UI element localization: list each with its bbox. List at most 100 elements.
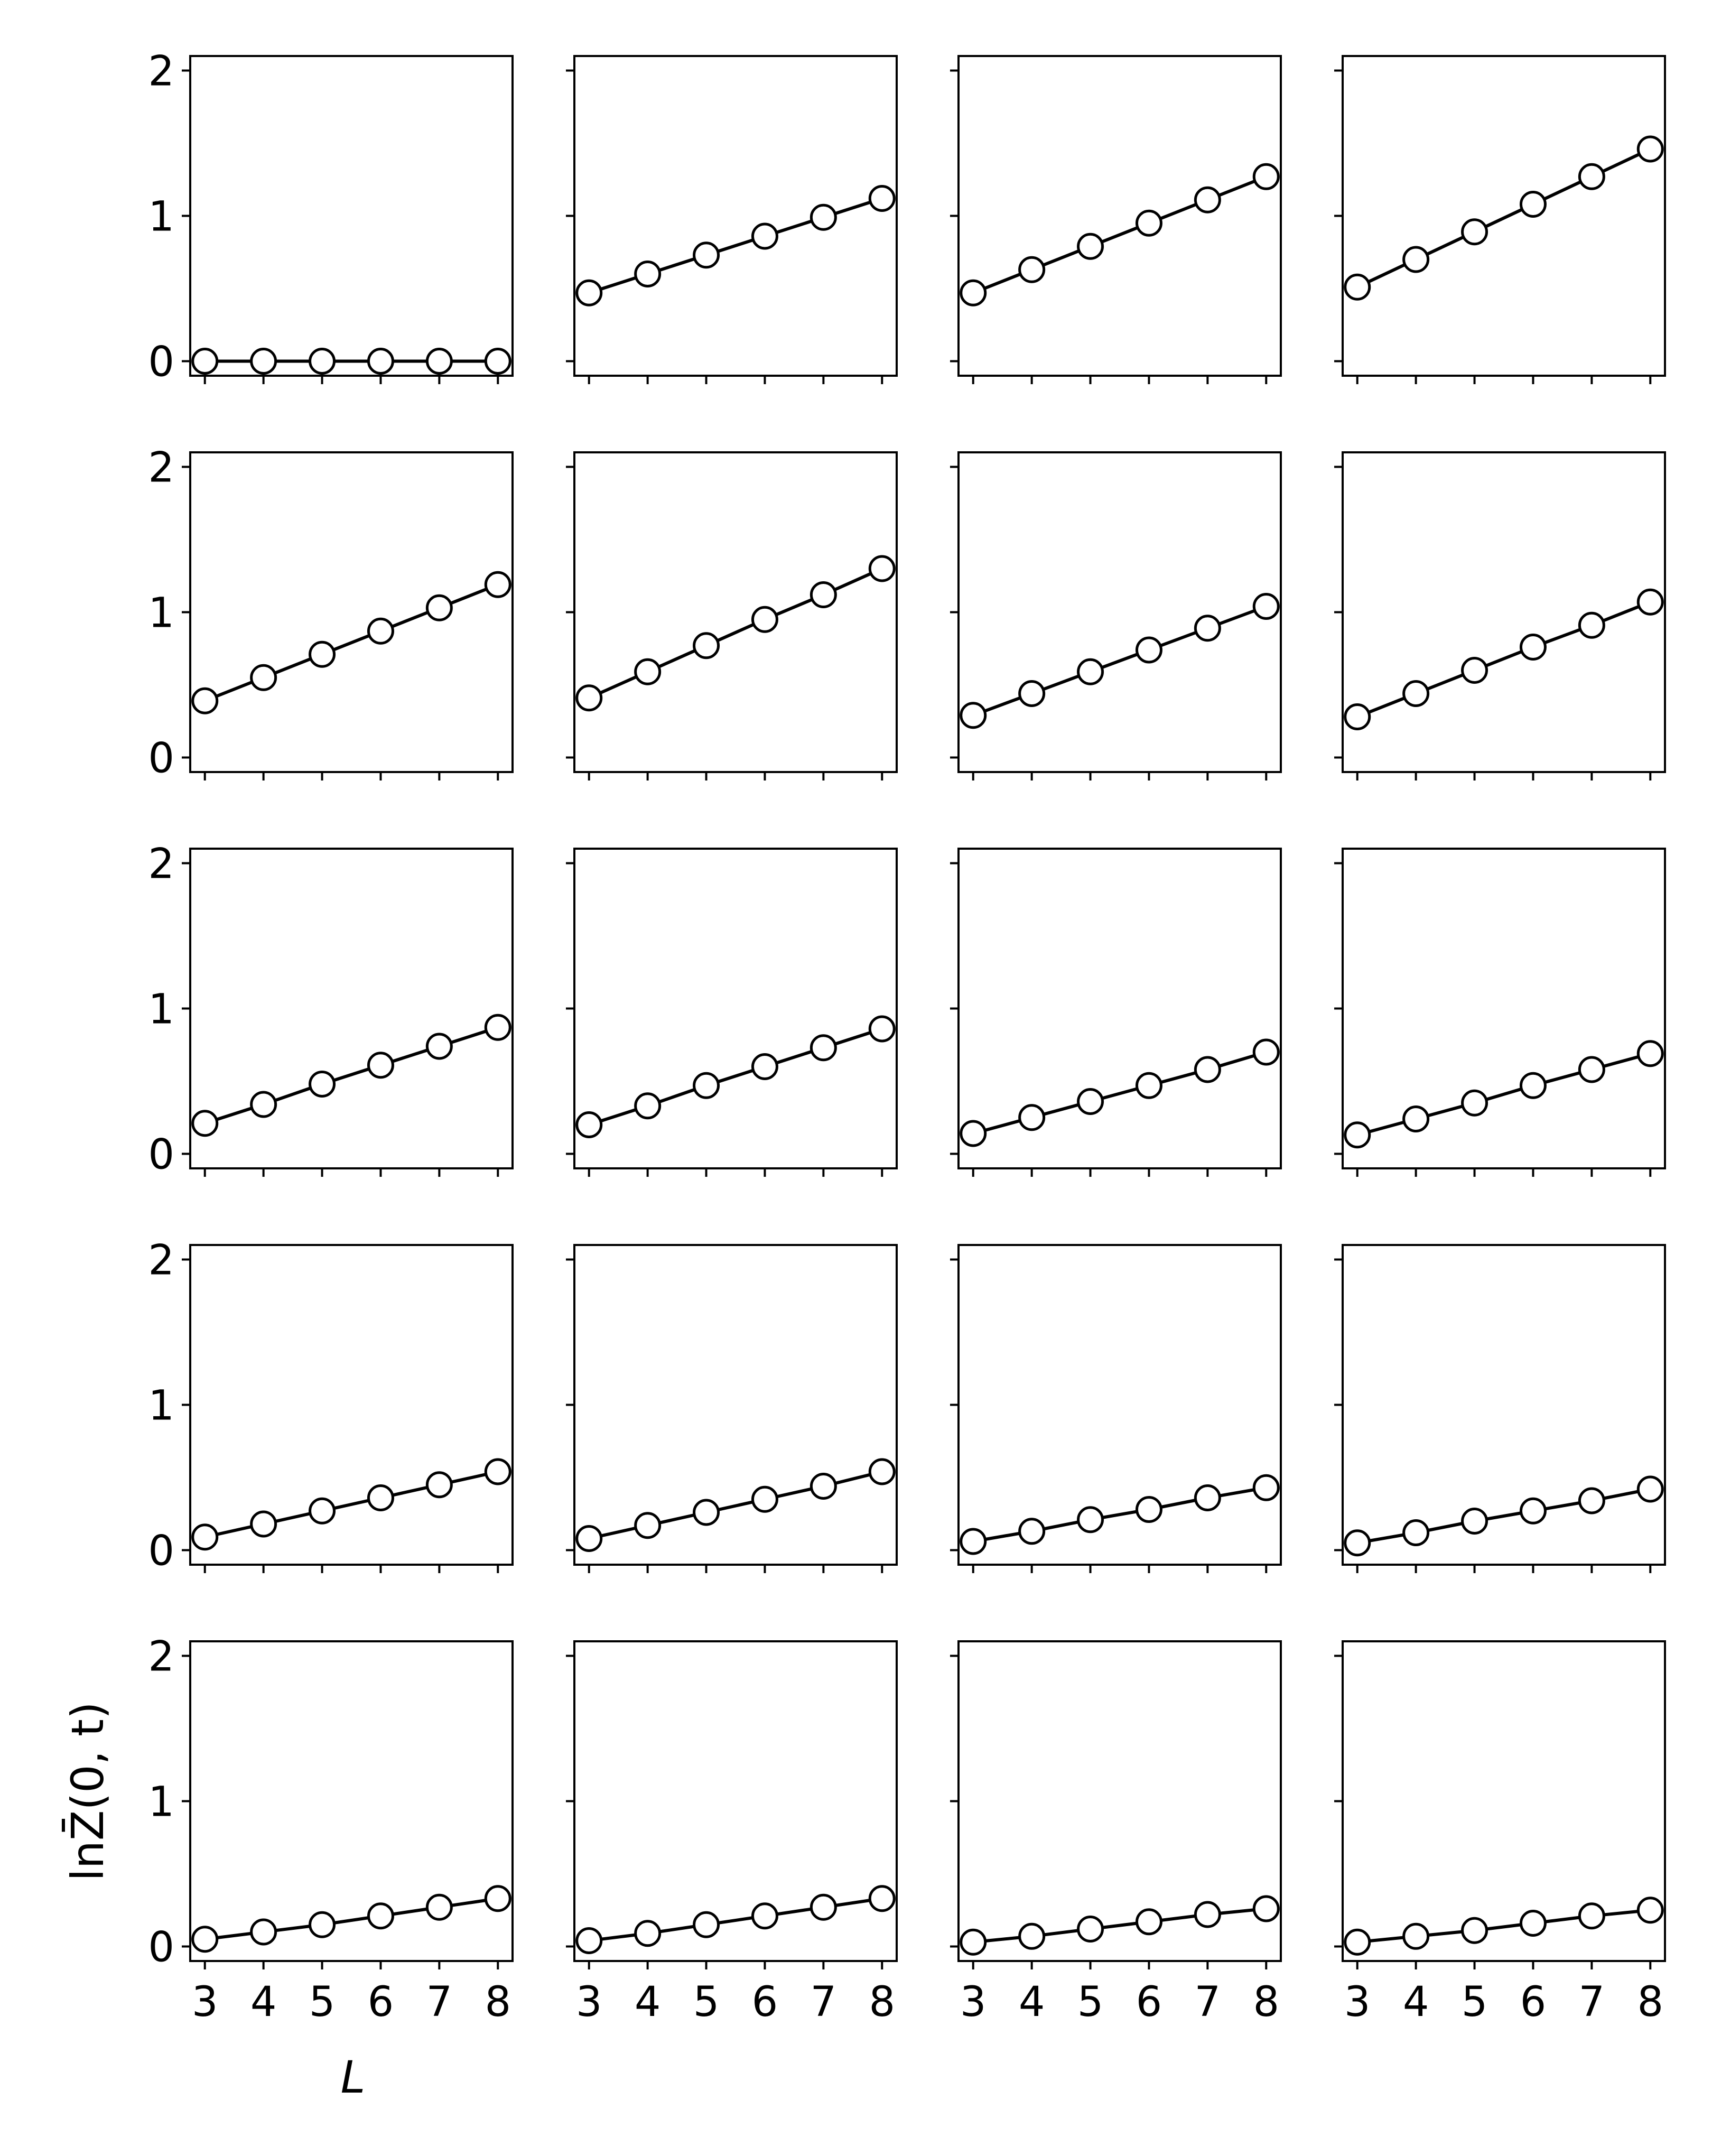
axes-frame [189, 1640, 514, 1962]
data-point [484, 1885, 511, 1912]
series-line [1356, 1052, 1651, 1137]
data-point [1077, 233, 1104, 260]
data-point [1018, 256, 1046, 283]
axes-frame [1342, 55, 1666, 377]
series-line [589, 1897, 882, 1943]
data-point [484, 571, 511, 598]
data-point [367, 617, 394, 645]
series-line [972, 175, 1267, 295]
data-point [810, 581, 837, 608]
data-point [693, 632, 720, 659]
data-point [425, 1471, 453, 1499]
series-line [588, 1027, 883, 1127]
data-point [1636, 1475, 1664, 1503]
data-point [1461, 1508, 1488, 1535]
panel-1-2 [566, 55, 898, 384]
data-point [309, 640, 336, 668]
axes-frame [957, 55, 1282, 377]
data-point [1636, 588, 1664, 616]
x-tick-label: 4 [250, 1978, 277, 2026]
x-tick-label: 7 [1579, 1978, 1605, 2026]
data-point [250, 1918, 277, 1946]
x-tick-label: 5 [1077, 1978, 1104, 2026]
data-point [868, 1885, 896, 1912]
axes-frame [573, 55, 898, 377]
data-point [1194, 1056, 1221, 1083]
data-point [309, 1911, 336, 1938]
data-point [250, 664, 277, 691]
data-point [960, 1928, 987, 1956]
x-tick-label: 5 [309, 1978, 336, 2026]
data-point [1636, 135, 1664, 163]
axes-frame [573, 451, 898, 773]
data-point [1636, 1040, 1664, 1067]
data-point [634, 261, 662, 287]
data-point [367, 1052, 394, 1079]
y-tick-label: 1 [148, 193, 174, 241]
x-tick-label: 5 [693, 1978, 720, 2026]
data-point [1461, 1917, 1488, 1944]
y-tick-label: 0 [148, 339, 174, 386]
x-tick-label: 3 [960, 1978, 987, 2026]
data-point [868, 185, 896, 212]
axes-frame [573, 848, 898, 1169]
data-point [1077, 1916, 1104, 1943]
data-point [575, 684, 603, 712]
data-point [367, 348, 394, 375]
data-point [425, 348, 453, 375]
data-point [1135, 1496, 1162, 1523]
panel-4-2 [566, 1244, 898, 1573]
data-point [1194, 186, 1221, 213]
data-point [960, 1120, 987, 1147]
data-point [693, 1499, 720, 1526]
data-point [425, 1033, 453, 1060]
data-point [1461, 1089, 1488, 1117]
data-point [1135, 209, 1162, 237]
data-point [1402, 680, 1430, 707]
data-point [810, 1034, 837, 1062]
data-point [367, 1484, 394, 1511]
series-line [204, 1897, 498, 1941]
axes-frame [189, 451, 514, 773]
data-point [1252, 1474, 1280, 1501]
data-point [1194, 615, 1221, 642]
data-point [425, 1893, 453, 1921]
x-tick-label: 4 [1019, 1978, 1045, 2026]
panel-3-2 [566, 848, 898, 1177]
data-point [575, 1111, 603, 1138]
axes-frame [957, 451, 1282, 773]
axes-frame [1342, 848, 1666, 1169]
y-axis-label: lnZ̄(0, t) [62, 1702, 114, 1881]
data-point [1461, 657, 1488, 684]
data-point [1252, 1895, 1280, 1922]
data-point [367, 1902, 394, 1930]
y-tick-label: 1 [148, 590, 174, 637]
y-axis-label-group: lnZ̄(0, t) [62, 1702, 114, 1881]
data-point [1252, 163, 1280, 190]
x-tick-label: 8 [1253, 1978, 1279, 2026]
data-point [634, 1920, 662, 1947]
data-point [1344, 703, 1371, 730]
data-point [1018, 1922, 1046, 1950]
data-point [960, 1528, 987, 1555]
data-point [1402, 1922, 1430, 1950]
data-point [1461, 218, 1488, 246]
x-tick-label: 4 [635, 1978, 661, 2026]
data-point [751, 1902, 778, 1930]
x-tick-label: 8 [869, 1978, 895, 2026]
series-line [972, 1051, 1267, 1135]
panel-2-4 [1334, 451, 1666, 780]
data-point [1578, 1902, 1605, 1930]
panel-2-3 [950, 451, 1282, 780]
data-point [1578, 1056, 1605, 1083]
series-line [973, 1907, 1267, 1944]
y-tick-label: 2 [148, 444, 174, 492]
x-tick-label: 7 [811, 1978, 837, 2026]
series-line [588, 567, 883, 700]
axes-frame [573, 1244, 898, 1566]
data-point [191, 1926, 219, 1953]
data-point [191, 1523, 219, 1551]
y-tick-label: 0 [148, 1131, 174, 1179]
panel-2-1: 0 1 2 [148, 444, 514, 783]
